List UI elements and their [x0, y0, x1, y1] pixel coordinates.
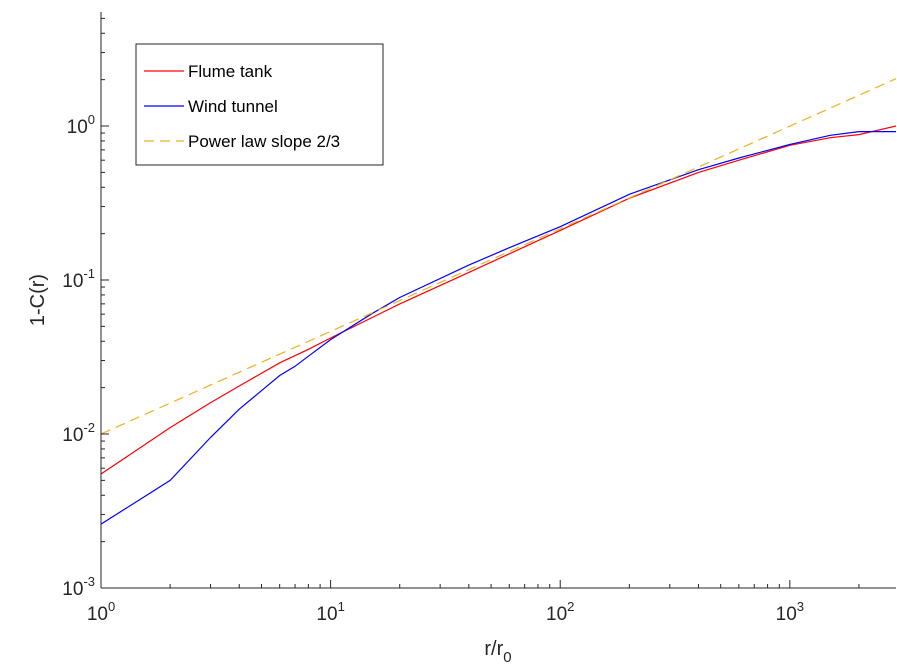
legend-label-0: Flume tank [188, 62, 273, 81]
legend-label-2: Power law slope 2/3 [188, 132, 340, 151]
y-tick-label-3: 100 [67, 112, 95, 138]
series-layer [101, 78, 896, 525]
x-tick-label-1: 101 [316, 599, 344, 625]
axes-layer: 100 101 102 103 10-3 10-2 10-1 100 [62, 12, 896, 625]
y-axis-label: 1-C(r) [27, 274, 49, 326]
x-tick-label-0: 100 [87, 599, 115, 625]
legend: Flume tank Wind tunnel Power law slope 2/3 [135, 43, 384, 166]
x-axis-label-subscript: 0 [503, 649, 511, 666]
legend-label-1: Wind tunnel [188, 97, 278, 116]
y-tick-label-0: 10-3 [62, 574, 95, 600]
y-tick-label-2: 10-1 [62, 266, 95, 292]
x-axis-label: r/r0 [484, 638, 511, 666]
legend-box [135, 43, 384, 166]
series-line-0 [101, 125, 896, 475]
series-line-2 [101, 78, 896, 435]
series-line-1 [101, 131, 896, 525]
x-tick-label-2: 102 [546, 599, 574, 625]
y-tick-label-1: 10-2 [62, 420, 95, 446]
x-tick-label-3: 103 [776, 599, 804, 625]
